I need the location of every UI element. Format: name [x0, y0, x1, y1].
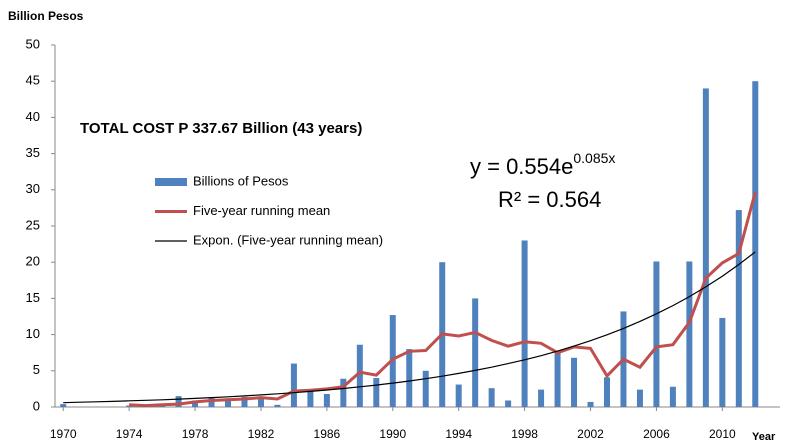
bar — [538, 389, 545, 407]
bar — [225, 398, 232, 407]
x-tick-label: 1998 — [511, 427, 538, 441]
bar — [422, 370, 429, 407]
y-tick-label: 35 — [26, 145, 40, 160]
bar — [307, 391, 314, 407]
equation-exponent: 0.085x — [573, 150, 615, 166]
bar — [373, 378, 380, 407]
x-tick-label: 1970 — [50, 427, 77, 441]
bar — [702, 88, 709, 407]
bar — [488, 388, 495, 407]
bar — [521, 240, 528, 407]
bar — [472, 298, 479, 407]
legend-swatch — [155, 178, 187, 186]
x-tick-label: 1978 — [182, 427, 209, 441]
x-tick-label: 1990 — [379, 427, 406, 441]
annotation: TOTAL COST P 337.67 Billion (43 years) — [80, 120, 362, 137]
x-tick-label: 1994 — [445, 427, 472, 441]
r-squared: R² = 0.564 — [498, 187, 601, 212]
bar — [653, 261, 660, 407]
bar — [208, 397, 215, 407]
x-tick-label: 1974 — [116, 427, 143, 441]
legend-label: Expon. (Five-year running mean) — [193, 232, 383, 247]
bar — [719, 317, 726, 407]
legend-label: Five-year running mean — [193, 203, 330, 218]
y-tick-label: 50 — [26, 36, 40, 51]
bar — [340, 378, 347, 407]
y-tick-label: 5 — [33, 362, 40, 377]
line — [63, 251, 756, 404]
bar — [587, 401, 594, 407]
bar — [636, 389, 643, 407]
bar — [290, 363, 297, 407]
y-axis-label: Billion Pesos — [8, 9, 84, 23]
x-tick-label: 2010 — [709, 427, 736, 441]
equation: y = 0.554e0.085x — [470, 150, 615, 179]
bar — [274, 404, 281, 407]
bar — [603, 377, 610, 407]
bar — [505, 400, 512, 407]
line — [129, 191, 757, 408]
y-tick-label: 0 — [33, 398, 40, 413]
bar — [175, 396, 182, 407]
bar — [241, 396, 248, 407]
bar — [669, 386, 676, 407]
x-tick-label: 1982 — [248, 427, 275, 441]
bar — [323, 393, 330, 407]
bar — [571, 357, 578, 407]
x-tick-label: 2006 — [643, 427, 670, 441]
y-tick-label: 40 — [26, 109, 40, 124]
x-tick-label: 1986 — [314, 427, 341, 441]
y-tick-label: 30 — [26, 181, 40, 196]
y-tick-label: 45 — [26, 73, 40, 88]
equation-base: y = 0.554e — [470, 154, 573, 179]
bar — [735, 210, 742, 407]
bar — [356, 344, 363, 407]
bar — [257, 399, 264, 407]
y-tick-label: 25 — [26, 217, 40, 232]
bar — [60, 404, 67, 407]
bar — [686, 261, 693, 407]
y-tick-label: 10 — [26, 326, 40, 341]
bar — [406, 349, 413, 407]
legend-label: Billions of Pesos — [193, 173, 289, 188]
bar — [192, 400, 199, 407]
bar — [455, 384, 462, 407]
x-tick-label: 2002 — [577, 427, 604, 441]
y-tick-label: 20 — [26, 254, 40, 269]
y-tick-label: 15 — [26, 290, 40, 305]
bar — [752, 81, 759, 407]
bar — [554, 351, 561, 407]
x-axis-label: Year — [752, 431, 776, 443]
